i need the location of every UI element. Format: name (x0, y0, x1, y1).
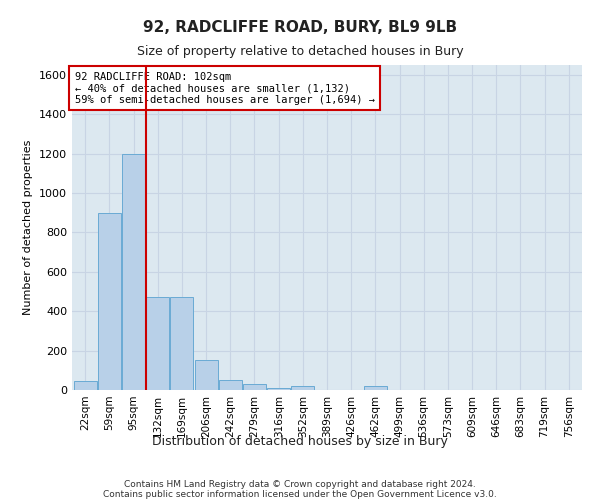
Bar (292, 386, 314, 390)
Bar (146, 298, 169, 390)
Bar (74, 381, 97, 390)
Bar (267, 388, 290, 390)
Bar (219, 380, 242, 390)
Bar (364, 386, 387, 390)
Text: 92, RADCLIFFE ROAD, BURY, BL9 9LB: 92, RADCLIFFE ROAD, BURY, BL9 9LB (143, 20, 457, 35)
Text: Distribution of detached houses by size in Bury: Distribution of detached houses by size … (152, 435, 448, 448)
Bar (194, 360, 218, 390)
Text: Size of property relative to detached houses in Bury: Size of property relative to detached ho… (137, 45, 463, 58)
Bar (98, 212, 121, 390)
Text: Contains HM Land Registry data © Crown copyright and database right 2024.
Contai: Contains HM Land Registry data © Crown c… (103, 480, 497, 500)
Bar (243, 384, 266, 390)
Bar (170, 298, 193, 390)
Y-axis label: Number of detached properties: Number of detached properties (23, 140, 34, 315)
Text: 92 RADCLIFFE ROAD: 102sqm
← 40% of detached houses are smaller (1,132)
59% of se: 92 RADCLIFFE ROAD: 102sqm ← 40% of detac… (74, 72, 374, 104)
Bar (122, 154, 145, 390)
